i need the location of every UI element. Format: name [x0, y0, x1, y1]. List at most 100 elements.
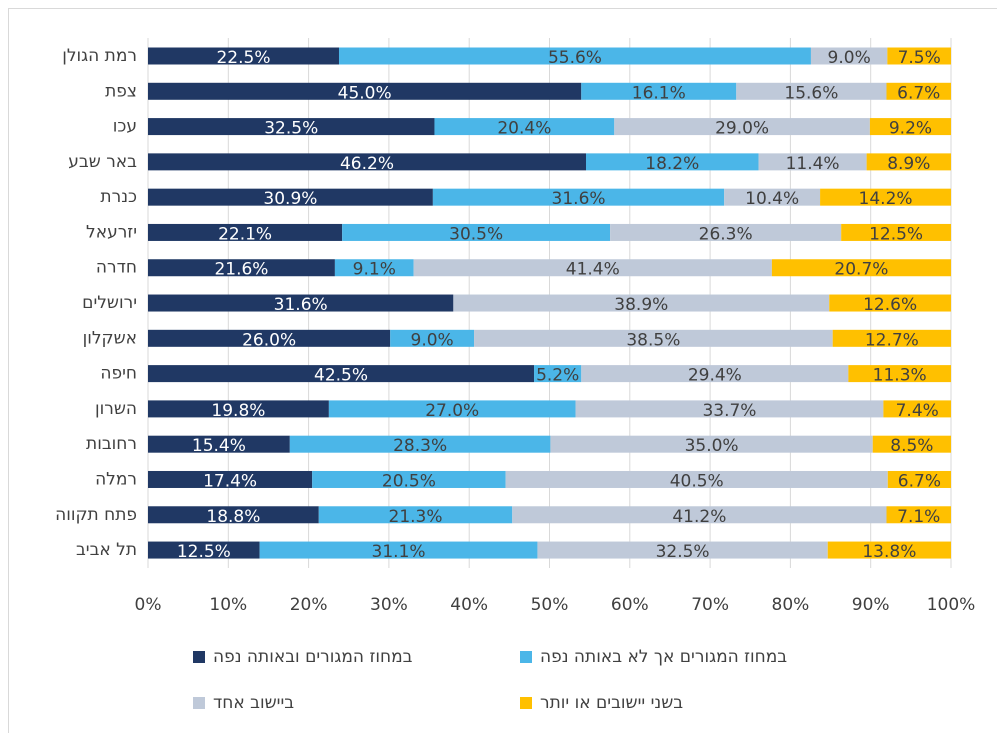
data-label: 40.5%	[670, 471, 724, 491]
data-label: 11.3%	[873, 366, 927, 386]
legend-label: ביישוב אחד	[213, 693, 294, 713]
data-label: 32.5%	[264, 119, 318, 139]
data-label: 6.7%	[897, 83, 940, 103]
data-label: 17.4%	[203, 471, 257, 491]
bar-segment	[841, 223, 951, 241]
data-label: 5.2%	[536, 366, 579, 386]
bar-segment	[342, 223, 611, 241]
y-tick-label: כנרת	[100, 187, 137, 207]
bar-segment	[148, 506, 319, 524]
data-label: 21.3%	[389, 507, 443, 527]
data-label: 12.6%	[863, 295, 917, 315]
x-tick-label: 50%	[531, 595, 569, 615]
bar-segment	[148, 365, 535, 383]
x-tick-label: 60%	[611, 595, 649, 615]
bar-segment	[581, 365, 849, 383]
data-label: 20.4%	[497, 119, 551, 139]
y-tick-label: רמת הגולן	[62, 46, 137, 66]
bar-segment	[872, 435, 951, 453]
bar-segment	[434, 118, 615, 136]
bar-segment	[148, 470, 313, 488]
data-label: 9.1%	[353, 260, 396, 280]
bar-segment	[289, 435, 551, 453]
bar-segment	[148, 294, 454, 312]
data-label: 38.9%	[614, 295, 668, 315]
x-tick-label: 30%	[370, 595, 408, 615]
data-label: 19.8%	[211, 401, 265, 421]
legend-label: במחוז המגורים ובאותה נפה	[213, 647, 413, 667]
data-label: 13.8%	[862, 542, 916, 562]
bar-segment	[736, 82, 887, 100]
bar-segment	[887, 470, 951, 488]
x-tick-label: 70%	[691, 595, 729, 615]
data-label: 26.3%	[699, 224, 753, 244]
y-tick-label: רמלה	[95, 469, 137, 489]
data-label: 35.0%	[685, 436, 739, 456]
x-tick-label: 80%	[772, 595, 810, 615]
bar-segment	[820, 188, 951, 206]
data-label: 8.9%	[887, 154, 930, 174]
y-tick-label: עכו	[113, 117, 137, 137]
data-label: 7.1%	[897, 507, 940, 527]
legend-label: במחוז המגורים אך לא באותה נפה	[540, 647, 787, 667]
data-label: 33.7%	[702, 401, 756, 421]
y-tick-label: חיפה	[100, 364, 137, 384]
bar-segment	[832, 329, 951, 347]
y-tick-label: אשקלון	[83, 328, 137, 348]
data-label: 8.5%	[890, 436, 933, 456]
bar-segment	[148, 329, 391, 347]
bar-segment	[148, 47, 339, 65]
data-label: 14.2%	[859, 189, 913, 209]
bar-segment	[432, 188, 725, 206]
bar-segment	[148, 435, 290, 453]
data-label: 12.5%	[869, 224, 923, 244]
data-label: 7.5%	[898, 48, 941, 68]
bar-segment	[505, 470, 888, 488]
data-label: 12.7%	[865, 330, 919, 350]
y-tick-label: חדרה	[96, 258, 137, 278]
y-tick-label: צפת	[105, 81, 137, 101]
bar-segment	[575, 400, 884, 418]
bar-segment	[886, 82, 951, 100]
data-label: 7.4%	[896, 401, 939, 421]
bar-segment	[338, 47, 811, 65]
bar-segment	[883, 400, 951, 418]
y-tick-label: רחובות	[86, 434, 137, 454]
legend-swatch	[193, 697, 205, 709]
data-label: 45.0%	[338, 83, 392, 103]
data-label: 27.0%	[425, 401, 479, 421]
bar-segment	[318, 506, 513, 524]
bar-segment	[537, 541, 828, 559]
x-tick-label: 20%	[290, 595, 328, 615]
bar-segment	[148, 541, 260, 559]
bar-segment	[413, 259, 772, 277]
bar-segment	[810, 47, 888, 65]
data-label: 11.4%	[786, 154, 840, 174]
data-label: 15.4%	[192, 436, 246, 456]
bar-segment	[148, 153, 586, 171]
bar-segment	[259, 541, 538, 559]
data-label: 10.4%	[745, 189, 799, 209]
data-label: 20.5%	[382, 471, 436, 491]
y-tick-label: פתח תקווה	[55, 505, 137, 525]
bar-segment	[771, 259, 951, 277]
bar-segment	[148, 188, 433, 206]
bar-segment	[148, 82, 582, 100]
y-tick-label: השרון	[95, 399, 137, 419]
bar-segment	[390, 329, 475, 347]
data-label: 55.6%	[548, 48, 602, 68]
data-label: 38.5%	[626, 330, 680, 350]
x-tick-label: 90%	[852, 595, 890, 615]
bar-segment	[848, 365, 951, 383]
bar-segment	[334, 259, 414, 277]
bar-segment	[312, 470, 506, 488]
y-tick-label: תל אביב	[76, 540, 137, 560]
data-label: 28.3%	[393, 436, 447, 456]
bar-segment	[148, 118, 435, 136]
data-label: 46.2%	[340, 154, 394, 174]
bar-segment	[148, 400, 329, 418]
data-label: 22.5%	[216, 48, 270, 68]
data-label: 31.1%	[372, 542, 426, 562]
bar-segment	[550, 435, 873, 453]
